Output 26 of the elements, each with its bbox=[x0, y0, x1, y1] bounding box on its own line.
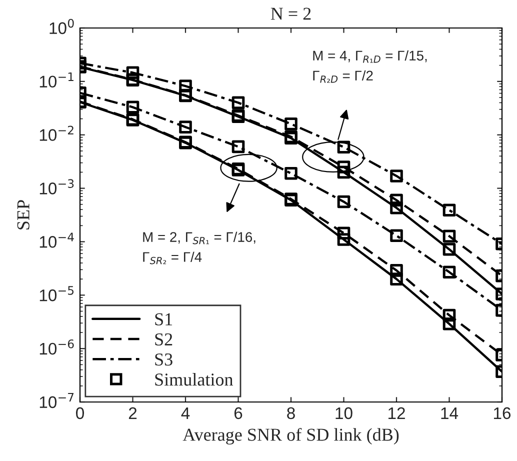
y-tick-label: 10$^{−6}$ bbox=[40, 339, 74, 355]
text: M = 4, Γ$_{R₁D}$ = Γ/15, Γ$_{R₂D}$ = Γ/2 bbox=[313, 50, 427, 83]
y-tick-label: 10$^{−3}$ bbox=[40, 179, 74, 194]
legend-label: S1 bbox=[155, 313, 172, 326]
legend-label: Simulation bbox=[155, 372, 234, 386]
chart-title: N = 2 bbox=[270, 8, 311, 20]
x-tick-label: 0 bbox=[76, 407, 84, 420]
text: M = 2, Γ$_{SR₁}$ = Γ/16, Γ$_{SR₂}$ = Γ/4 bbox=[143, 232, 256, 264]
x-tick-label: 2 bbox=[128, 407, 137, 419]
y-tick-label: 10$^{−2}$ bbox=[40, 126, 74, 141]
y-axis-title: SEP bbox=[17, 200, 30, 230]
x-tick-label: 12 bbox=[388, 407, 405, 419]
legend-label: S3 bbox=[155, 353, 172, 366]
y-tick-label: 10$^{−7}$ bbox=[40, 393, 74, 408]
y-tick-label: 10$^{−1}$ bbox=[40, 72, 74, 88]
x-tick-label: 6 bbox=[234, 407, 242, 420]
x-axis-title: Average SNR of SD link (dB) bbox=[182, 428, 399, 445]
x-tick-label: 14 bbox=[441, 407, 458, 419]
x-tick-label: 10 bbox=[336, 407, 352, 420]
x-tick-label: 8 bbox=[287, 407, 295, 420]
y-tick-label: 10$^{0}$ bbox=[50, 18, 74, 34]
y-tick-label: 10$^{−5}$ bbox=[40, 286, 74, 302]
x-tick-label: 16 bbox=[494, 407, 511, 420]
legend-label: S2 bbox=[155, 333, 172, 346]
y-tick-label: 10$^{−4}$ bbox=[40, 232, 74, 248]
x-tick-label: 4 bbox=[181, 407, 190, 419]
